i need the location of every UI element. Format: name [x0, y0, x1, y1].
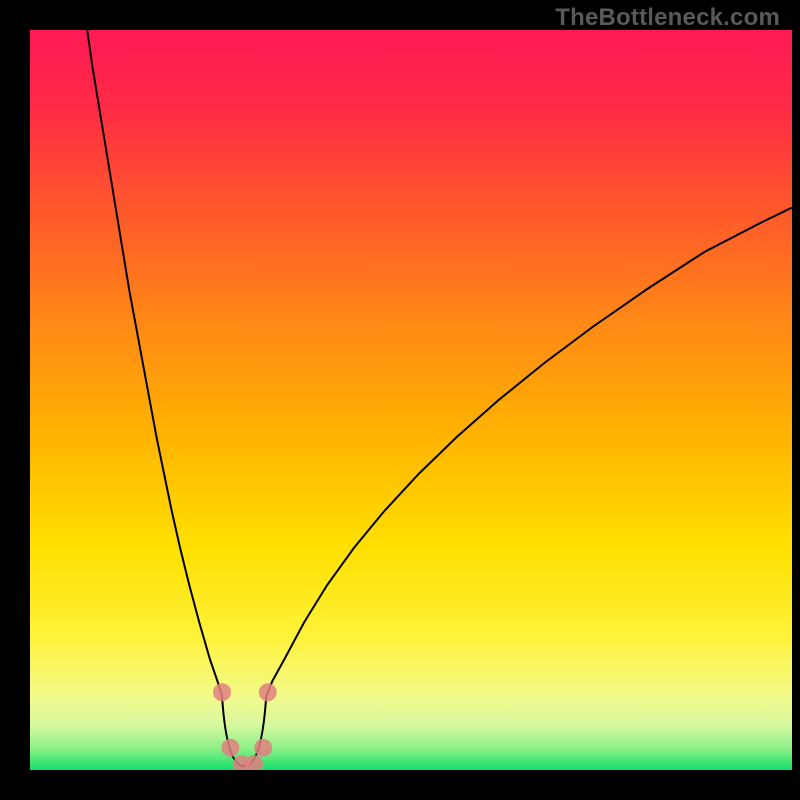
watermark-text: TheBottleneck.com: [555, 4, 780, 32]
valley-marker: [213, 683, 231, 701]
valley-marker: [254, 739, 272, 757]
valley-marker: [221, 739, 239, 757]
bottleneck-plot: [0, 0, 800, 800]
valley-marker: [259, 683, 277, 701]
gradient-background: [30, 30, 792, 770]
